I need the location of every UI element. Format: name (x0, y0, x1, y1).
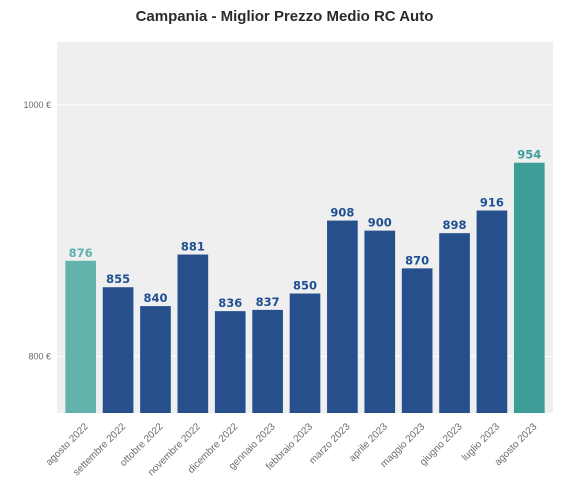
bar-value-label: 876 (69, 246, 93, 260)
bar-value-label: 954 (517, 148, 541, 162)
x-tick-label: marzo 2023 (307, 421, 352, 466)
bar (439, 233, 470, 413)
y-axis-ticks: 800 € 1000 € (23, 100, 51, 362)
bar-value-label: 908 (330, 206, 354, 220)
chart-title: Campania - Miglior Prezzo Medio RC Auto (135, 8, 434, 25)
bar-value-label: 855 (106, 272, 130, 286)
bar-value-label: 900 (368, 216, 392, 230)
bar (102, 287, 134, 413)
bar-value-label: 850 (293, 279, 317, 293)
data-labels: 876 855 840 881 836 837 850 908 900 870 898 916 954 (69, 148, 542, 310)
bar (252, 309, 283, 413)
bar (177, 254, 209, 413)
bar (214, 311, 246, 413)
bar-value-label: 916 (480, 196, 504, 210)
bar (476, 210, 508, 413)
bar (140, 306, 171, 413)
bar-value-label: 840 (143, 291, 167, 305)
bar (364, 230, 396, 413)
bar (401, 268, 433, 413)
y-tick-label: 800 € (28, 351, 51, 361)
bar (289, 293, 321, 413)
bar (327, 220, 358, 413)
bar-value-label: 881 (181, 240, 205, 254)
bars (65, 162, 545, 413)
bar-value-label: 837 (256, 295, 280, 309)
bar (65, 260, 97, 413)
bar-value-label: 836 (218, 296, 242, 310)
bar-value-label: 870 (405, 253, 429, 267)
bar (513, 162, 545, 413)
y-tick-label: 1000 € (23, 100, 51, 110)
bar-value-label: 898 (443, 218, 467, 232)
